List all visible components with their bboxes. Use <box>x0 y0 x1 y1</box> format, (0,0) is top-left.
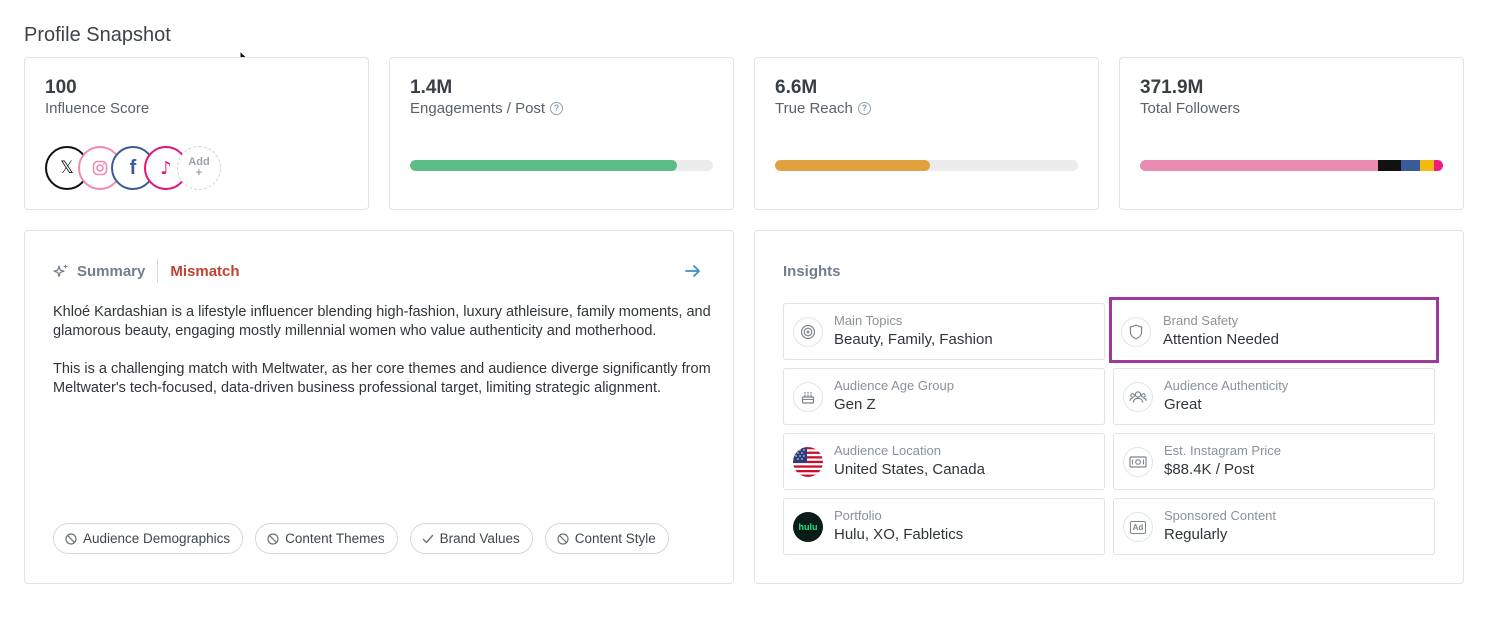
insight-value: Regularly <box>1164 526 1228 543</box>
ad-icon: Ad <box>1123 512 1153 542</box>
social-accounts: 𝕏 f ♪ Add + <box>45 146 245 190</box>
users-icon <box>1123 382 1153 412</box>
criteria-chips: Audience Demographics Content Themes Bra… <box>53 523 669 554</box>
insight-value: Hulu, XO, Fabletics <box>834 526 964 543</box>
insight-audience-age-group[interactable]: Audience Age Group Gen Z <box>783 368 1105 425</box>
summary-text: Khloé Kardashian is a lifestyle influenc… <box>53 303 713 398</box>
us-flag-icon <box>793 447 823 477</box>
summary-tab-label: Summary <box>77 262 146 280</box>
engagements-value: 1.4M <box>410 77 453 98</box>
followers-segment <box>1420 160 1434 171</box>
summary-card: Summary Mismatch Khloé Kardashian is a l… <box>24 230 734 584</box>
insight-label: Brand Safety <box>1163 313 1239 328</box>
arrow-right-icon[interactable] <box>683 262 703 280</box>
total-followers-card: 371.9M Total Followers <box>1119 57 1464 210</box>
true-reach-progress-bar <box>775 160 1078 171</box>
insight-brand-safety[interactable]: Brand Safety Attention Needed <box>1109 297 1439 363</box>
true-reach-label-text: True Reach <box>775 100 853 117</box>
insight-label: Est. Instagram Price <box>1164 443 1282 458</box>
insight-label: Audience Age Group <box>834 378 954 393</box>
influence-score-card: 100 Influence Score 𝕏 f ♪ Add + <box>24 57 369 210</box>
influence-score-label-text: Influence Score <box>45 100 150 117</box>
true-reach-value: 6.6M <box>775 77 818 98</box>
engagements-card: 1.4M Engagements / Post ? <box>389 57 734 210</box>
insight-value: Beauty, Family, Fashion <box>834 331 993 348</box>
help-icon[interactable]: ? <box>857 102 871 115</box>
sparkle-icon <box>53 264 68 277</box>
chip-label: Content Themes <box>285 531 385 546</box>
cake-icon <box>793 382 823 412</box>
summary-paragraph: This is a challenging match with Meltwat… <box>53 361 711 396</box>
followers-segment <box>1140 160 1378 171</box>
insight-est-instagram-price[interactable]: Est. Instagram Price $88.4K / Post <box>1113 433 1435 490</box>
followers-segment <box>1400 160 1421 171</box>
money-icon <box>1123 447 1153 477</box>
instagram-icon <box>92 160 108 176</box>
followers-segment <box>1377 160 1401 171</box>
summary-paragraph: Khloé Kardashian is a lifestyle influenc… <box>53 304 711 339</box>
match-status-label: Mismatch <box>170 262 240 280</box>
insight-value: United States, Canada <box>834 461 985 478</box>
page-title: Profile Snapshot <box>24 24 171 46</box>
insight-audience-location[interactable]: Audience Location United States, Canada <box>783 433 1105 490</box>
add-social-label: Add <box>188 156 210 168</box>
chip-brand-values[interactable]: Brand Values <box>409 523 533 554</box>
insights-title: Insights <box>783 263 841 280</box>
summary-header: Summary Mismatch <box>53 259 240 283</box>
divider <box>157 259 159 283</box>
engagements-label: Engagements / Post ? <box>410 100 564 117</box>
chip-audience-demographics[interactable]: Audience Demographics <box>53 523 244 554</box>
total-followers-label: Total Followers <box>1140 100 1240 117</box>
insight-value: Attention Needed <box>1163 331 1279 348</box>
help-icon[interactable]: ? <box>550 102 564 115</box>
ad-badge: Ad <box>1129 520 1147 534</box>
x-icon: 𝕏 <box>60 158 74 178</box>
add-icon: + <box>195 167 203 179</box>
insight-audience-authenticity[interactable]: Audience Authenticity Great <box>1113 368 1435 425</box>
insight-label: Main Topics <box>834 313 903 328</box>
engagements-progress-fill <box>410 160 677 171</box>
total-followers-value: 371.9M <box>1140 77 1204 98</box>
add-social-button[interactable]: Add + <box>177 146 221 190</box>
shield-icon <box>1121 317 1151 347</box>
influence-score-label: Influence Score <box>45 100 149 117</box>
insight-label: Audience Location <box>834 443 941 458</box>
insight-sponsored-content[interactable]: Ad Sponsored Content Regularly <box>1113 498 1435 555</box>
insight-main-topics[interactable]: Main Topics Beauty, Family, Fashion <box>783 303 1105 360</box>
chip-content-themes[interactable]: Content Themes <box>255 523 398 554</box>
chip-label: Audience Demographics <box>83 531 231 546</box>
insight-value: $88.4K / Post <box>1164 461 1255 478</box>
true-reach-progress-fill <box>775 160 930 171</box>
total-followers-label-text: Total Followers <box>1140 100 1241 117</box>
tiktok-icon: ♪ <box>160 157 172 179</box>
followers-segment <box>1433 160 1443 171</box>
true-reach-card: 6.6M True Reach ? <box>754 57 1099 210</box>
insights-card: Insights Main Topics Beauty, Family, Fas… <box>754 230 1464 584</box>
ban-icon <box>557 532 569 545</box>
chip-label: Brand Values <box>439 531 520 546</box>
facebook-icon: f <box>129 156 137 179</box>
engagements-label-text: Engagements / Post <box>410 100 546 117</box>
followers-breakdown-bar <box>1140 160 1443 171</box>
check-icon <box>422 534 433 543</box>
insight-value: Gen Z <box>834 396 876 413</box>
insight-label: Audience Authenticity <box>1164 378 1289 393</box>
insight-portfolio[interactable]: hulu Portfolio Hulu, XO, Fabletics <box>783 498 1105 555</box>
summary-tab[interactable]: Summary <box>53 263 145 280</box>
influence-score-value: 100 <box>45 77 77 98</box>
engagements-progress-bar <box>410 160 713 171</box>
ban-icon <box>65 532 77 545</box>
insight-label: Sponsored Content <box>1164 508 1277 523</box>
hulu-logo: hulu <box>793 512 823 542</box>
insight-value: Great <box>1164 396 1202 413</box>
true-reach-label: True Reach ? <box>775 100 871 117</box>
hulu-logo-text: hulu <box>798 522 818 532</box>
ban-icon <box>267 532 279 545</box>
insight-label: Portfolio <box>834 508 882 523</box>
chip-content-style[interactable]: Content Style <box>544 523 669 554</box>
target-icon <box>793 317 823 347</box>
chip-label: Content Style <box>574 531 656 546</box>
